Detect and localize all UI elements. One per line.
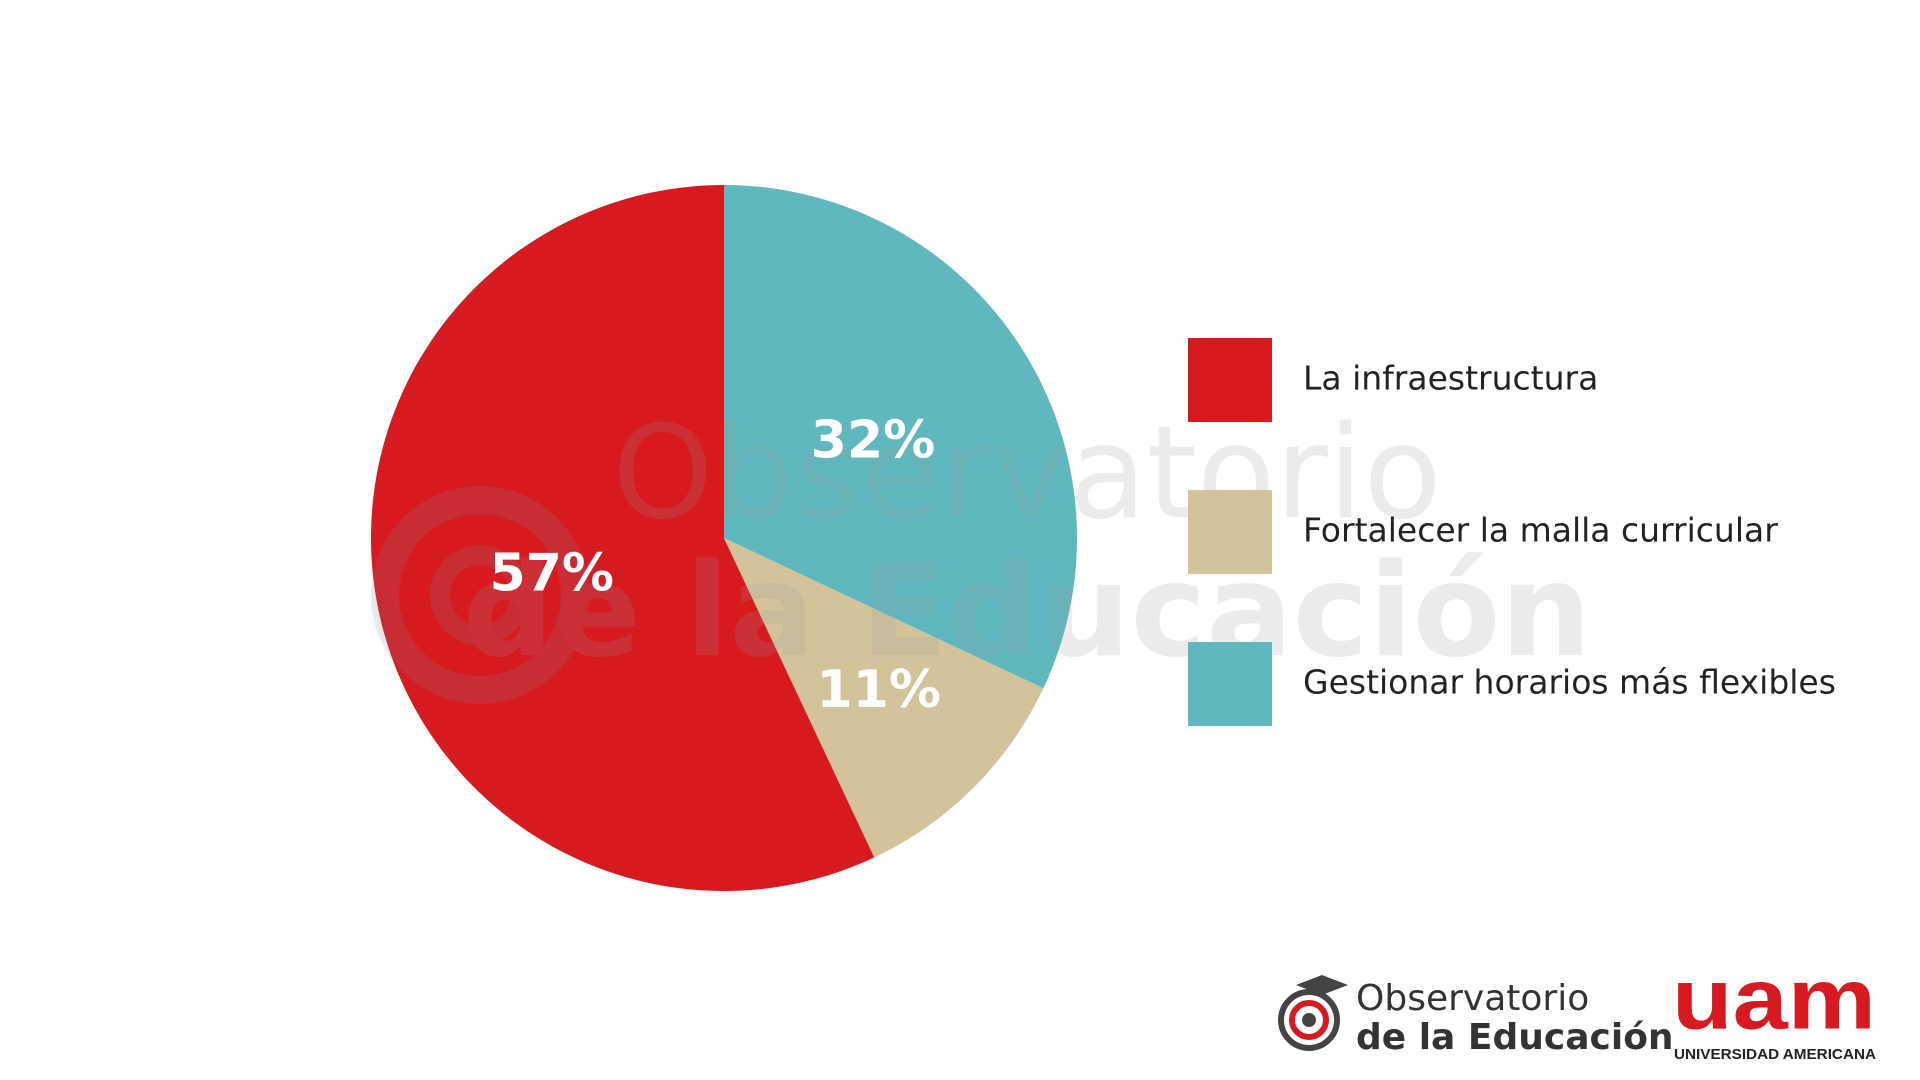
logo-text: UNIVERSIDAD AMERICANA [1674,1046,1876,1063]
logo-text: de la Educación [1356,1017,1674,1058]
legend-label: Gestionar horarios más flexibles [1303,663,1836,702]
watermark-icon [371,486,589,704]
logo-cap [1296,975,1348,995]
legend-label: La infraestructura [1303,359,1598,398]
data-labels: 57% 11% 32% [490,410,941,719]
legend-label: Fortalecer la malla curricular [1303,511,1778,550]
data-label: 57% [490,544,614,604]
logo-icon [1278,989,1340,1051]
legend-swatch [1188,642,1272,726]
logo-icon [1302,1013,1316,1027]
legend: La infraestructura Fortalecer la malla cu… [1188,338,1836,726]
watermark: Observatorio de la Educación [371,399,1592,704]
pie-slice [724,538,1044,858]
legend-swatch [1188,338,1272,422]
pie [370,185,1077,891]
pie-slice [370,185,875,891]
watermark-icon [430,545,530,645]
logo-mark: uam [1672,952,1876,1048]
legend-swatch [1188,490,1272,574]
data-label: 11% [817,660,941,720]
logo-text: Observatorio [1356,978,1589,1019]
watermark-text: Observatorio [612,399,1441,548]
watermark-text: de la Educación [462,537,1591,686]
pie-slice [724,185,1077,689]
data-label: 32% [811,410,935,470]
uam-logo: uam UNIVERSIDAD AMERICANA [1672,952,1876,1063]
observatorio-logo: Observatorio de la Educación [1278,975,1674,1058]
logo-icon [1289,1000,1329,1040]
